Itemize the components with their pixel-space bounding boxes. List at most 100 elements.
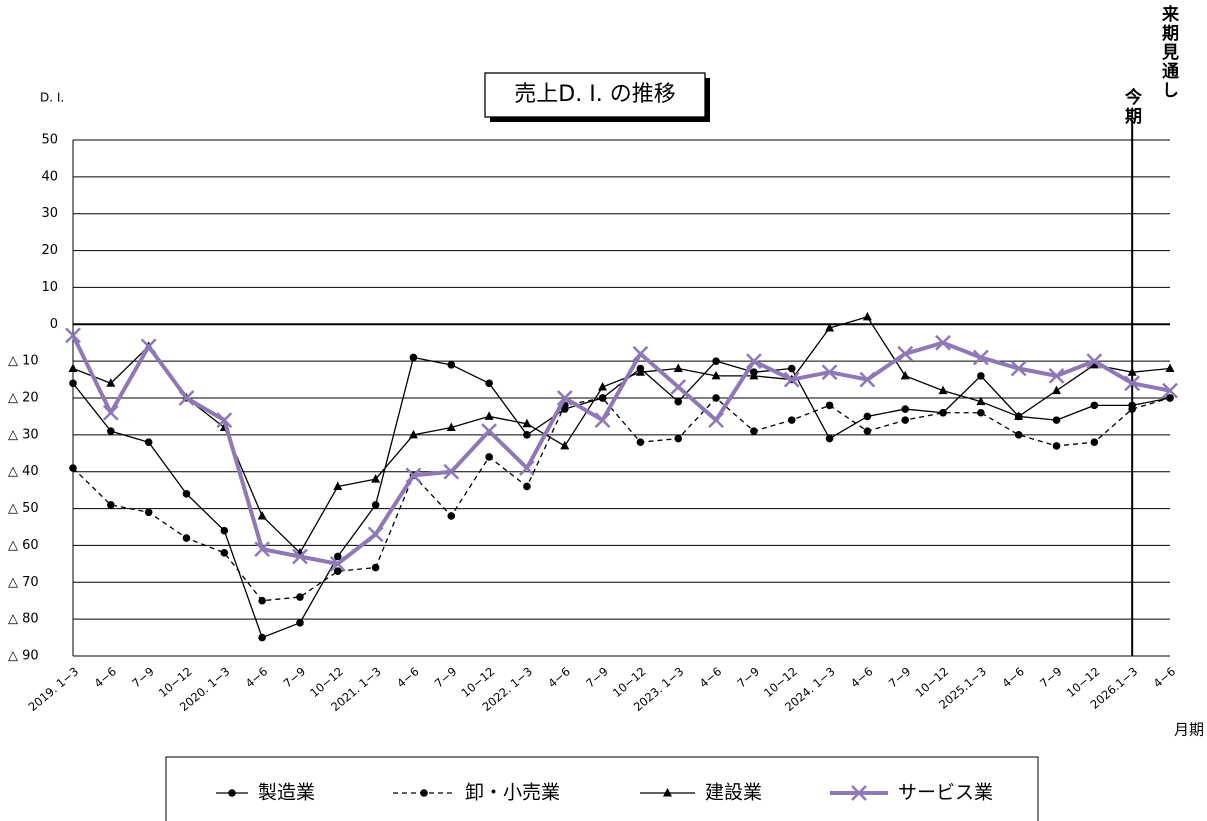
x-tick-label: 7−9 [281, 664, 309, 690]
point [485, 379, 493, 388]
point [329, 555, 346, 572]
point [636, 438, 645, 447]
x-tick-label: 7−9 [1037, 664, 1065, 690]
legend-label: 卸・小売業 [465, 782, 560, 804]
point [367, 526, 384, 543]
point [1162, 382, 1178, 399]
point [258, 633, 266, 642]
point [220, 549, 229, 557]
point [635, 367, 645, 376]
point [674, 434, 683, 443]
point [144, 438, 153, 447]
point [674, 397, 683, 406]
point [140, 338, 157, 355]
point [1014, 411, 1024, 420]
point [405, 467, 422, 484]
point [787, 416, 796, 424]
point [522, 418, 532, 428]
point [178, 390, 195, 406]
point [333, 567, 342, 576]
point [901, 416, 910, 424]
point [333, 552, 342, 561]
point [1086, 353, 1103, 370]
point [901, 405, 910, 413]
current-period-label: 今期 [1121, 87, 1142, 126]
point [1090, 438, 1099, 447]
x-tick-label: 4−6 [697, 664, 725, 690]
chart-title: 売上D. I. の推移 [514, 82, 675, 107]
y-tick-label: △ 50 [8, 501, 39, 516]
point [977, 372, 985, 380]
x-tick-label: 4−6 [243, 664, 271, 690]
x-tick-label: 4−6 [545, 664, 573, 690]
y-axis-label: D. I. [40, 91, 64, 105]
point [1010, 360, 1027, 377]
point [1052, 442, 1061, 450]
point [182, 490, 191, 498]
point [523, 431, 531, 439]
point [825, 434, 834, 443]
y-tick-label: △ 20 [8, 391, 39, 406]
y-tick-label: △ 70 [8, 575, 39, 590]
y-tick-label: 30 [41, 206, 58, 221]
legend-label: サービス業 [898, 782, 993, 804]
point [182, 534, 191, 542]
point [107, 501, 115, 509]
point [1165, 363, 1175, 373]
point [900, 370, 910, 380]
point [220, 526, 229, 535]
y-tick-label: △ 80 [8, 612, 39, 627]
point [68, 363, 78, 373]
point [144, 508, 153, 517]
y-tick-label: 0 [50, 317, 58, 332]
point [976, 396, 986, 406]
point [446, 422, 456, 431]
point [1089, 359, 1099, 369]
point [292, 548, 308, 565]
point [862, 311, 872, 321]
legend-label: 建設業 [705, 782, 762, 804]
point [447, 361, 456, 369]
legend-marker [851, 785, 867, 801]
y-tick-label: 40 [41, 169, 58, 184]
point [523, 482, 531, 491]
x-tick-label: 7−9 [432, 664, 460, 690]
point [938, 385, 948, 395]
point [632, 345, 649, 362]
point [519, 460, 535, 476]
point [443, 463, 460, 480]
next-period-label: 来期見通し [1158, 4, 1180, 100]
series-line [71, 334, 1171, 566]
x-tick-label: 7−9 [734, 664, 762, 690]
y-tick-label: △ 90 [8, 649, 39, 664]
y-tick-label: △ 10 [8, 354, 39, 369]
y-tick-label: △ 60 [8, 538, 39, 553]
point [1127, 367, 1137, 376]
point [371, 474, 381, 483]
x-tick-label: 7−9 [583, 664, 611, 690]
y-tick-label: 20 [41, 243, 58, 258]
point [939, 408, 947, 417]
point [746, 353, 762, 370]
x-tick-label: 4−6 [999, 664, 1027, 690]
point [712, 394, 720, 402]
point [1052, 416, 1061, 424]
x-tick-label: 2019. 1−3 [26, 664, 82, 714]
x-tick-label: 4−6 [1151, 664, 1179, 690]
point [825, 401, 834, 410]
point [485, 453, 493, 461]
point [750, 427, 758, 435]
y-tick-label: 10 [41, 280, 58, 295]
point [69, 464, 77, 472]
point [1128, 405, 1136, 413]
x-tick-label: 7−9 [129, 664, 157, 690]
title-box [484, 72, 706, 118]
legend-marker [663, 788, 672, 797]
legend-label: 製造業 [258, 782, 315, 804]
point [783, 371, 800, 388]
legend-marker [420, 789, 428, 797]
point [1090, 401, 1099, 410]
point [673, 363, 683, 373]
point [598, 381, 608, 391]
point [484, 411, 494, 420]
